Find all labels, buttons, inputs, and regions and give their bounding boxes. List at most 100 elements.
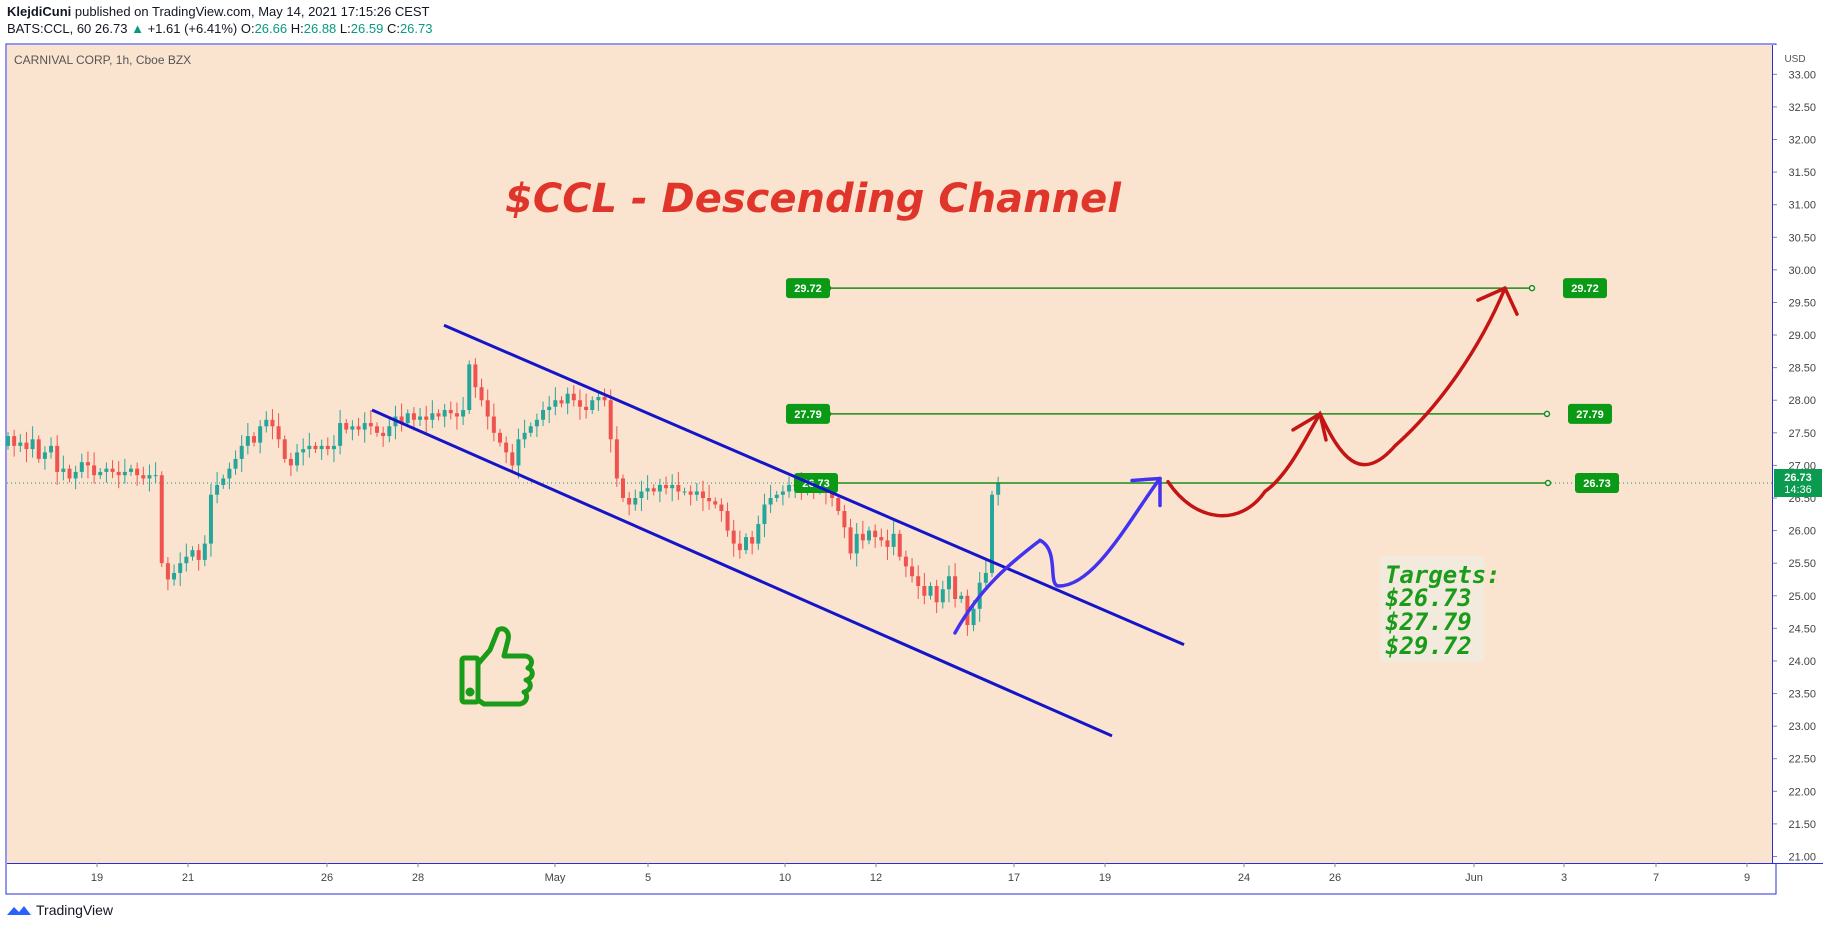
footer-brand: TradingView <box>36 902 114 918</box>
candle-body <box>645 488 650 492</box>
candle-body <box>731 530 736 544</box>
candle-body <box>848 527 853 554</box>
target-label-left-bg <box>786 403 830 424</box>
candle-body <box>504 442 509 453</box>
candle-body <box>184 556 189 564</box>
candle-body <box>411 413 416 420</box>
candle-body <box>688 491 693 495</box>
candle-body <box>239 445 244 459</box>
candle-body <box>498 432 502 443</box>
thumbs-up-icon <box>459 626 535 707</box>
candle-body <box>510 452 515 466</box>
symbol-name: BATS:CCL, 60 <box>7 21 92 36</box>
candle-body <box>516 439 521 466</box>
candle-body <box>787 484 792 492</box>
candle-body <box>301 449 306 453</box>
price-axis-label: 29.00 <box>1788 330 1816 342</box>
price-axis-label: 28.00 <box>1788 395 1816 407</box>
candle-body <box>682 491 687 493</box>
candle-body <box>399 416 404 424</box>
target-label-left: 29.72 <box>794 283 822 295</box>
arrowhead-icon <box>1130 476 1162 508</box>
candle-body <box>42 452 47 459</box>
price-axis-label: 28.50 <box>1788 363 1816 375</box>
candle-body <box>405 413 410 424</box>
candle-body <box>547 406 552 411</box>
candle-body <box>694 491 699 495</box>
candle-body <box>418 416 423 420</box>
time-axis-label: 21 <box>182 872 194 884</box>
candle-body <box>590 400 595 411</box>
candle-body <box>614 439 619 479</box>
candle-body <box>208 494 213 544</box>
candle-body <box>559 400 564 404</box>
candle-body <box>664 484 669 489</box>
candle-body <box>381 432 386 437</box>
candle-body <box>442 410 447 417</box>
candle-body <box>331 445 336 450</box>
candle-body <box>860 533 865 541</box>
target-label-left-bg <box>786 278 830 299</box>
target-label-left: 26.73 <box>802 478 830 490</box>
price-axis-label: 30.50 <box>1788 232 1816 244</box>
candle-body <box>129 468 133 472</box>
candle-body <box>867 530 871 541</box>
target-label-right-bg <box>1568 403 1612 424</box>
price-axis-label: 31.50 <box>1788 167 1816 179</box>
candle-body <box>719 504 724 512</box>
candle-body <box>627 497 632 505</box>
candle-body <box>319 445 324 450</box>
price-axis-label: 25.00 <box>1788 591 1816 603</box>
candle-body <box>596 396 601 401</box>
open-label: O: <box>240 21 255 36</box>
candle-body <box>953 576 958 600</box>
candle-body <box>122 471 127 476</box>
change-text: +1.61 (+6.41%) <box>147 21 238 36</box>
candle-body <box>522 432 527 440</box>
candle-body <box>946 576 951 590</box>
currency-label: USD <box>1784 54 1805 65</box>
candle-body <box>873 530 878 538</box>
candle-body <box>541 410 546 420</box>
candle-body <box>713 501 718 505</box>
candle-body <box>79 462 84 472</box>
candle-body <box>252 436 256 443</box>
candle-body <box>621 478 625 498</box>
candle-body <box>141 475 146 479</box>
target-label-right: 26.73 <box>1583 478 1611 490</box>
time-axis-label: 7 <box>1653 872 1659 884</box>
targets-heading: Targets: <box>1385 561 1501 589</box>
time-axis-label: 10 <box>779 872 791 884</box>
candle-body <box>190 550 195 557</box>
candle-body <box>282 439 287 459</box>
candle-body <box>18 442 23 446</box>
candle-body <box>651 488 656 492</box>
candle-body <box>73 471 78 479</box>
target-line-anchor <box>1544 479 1552 487</box>
candle-body <box>362 423 367 430</box>
candle-body <box>903 556 908 567</box>
target-label-right: 27.79 <box>1576 409 1604 421</box>
last-price-badge-value: 26.73 <box>1784 472 1812 484</box>
candle-body <box>928 585 933 596</box>
high-value: 26.88 <box>303 21 337 36</box>
candle-body <box>780 491 785 495</box>
last-price-text: 26.73 <box>94 21 128 36</box>
time-axis-label: 19 <box>1099 872 1111 884</box>
arrowhead-icon <box>1476 286 1519 316</box>
target-label-left: 27.79 <box>794 409 822 421</box>
price-axis-background[interactable] <box>1773 45 1823 863</box>
projection-blue-path <box>953 476 1162 635</box>
candle-body <box>454 413 459 417</box>
price-axis-label: 24.00 <box>1788 656 1816 668</box>
candle-body <box>24 442 29 450</box>
candle-body <box>762 504 767 525</box>
arrowhead-icon <box>1291 412 1328 442</box>
target-line-anchor <box>1528 284 1536 292</box>
high-label: H: <box>290 21 304 36</box>
candle-body <box>473 364 478 388</box>
time-axis-label: 5 <box>645 872 651 884</box>
candle-body <box>227 468 232 479</box>
time-axis-label: 9 <box>1744 872 1750 884</box>
